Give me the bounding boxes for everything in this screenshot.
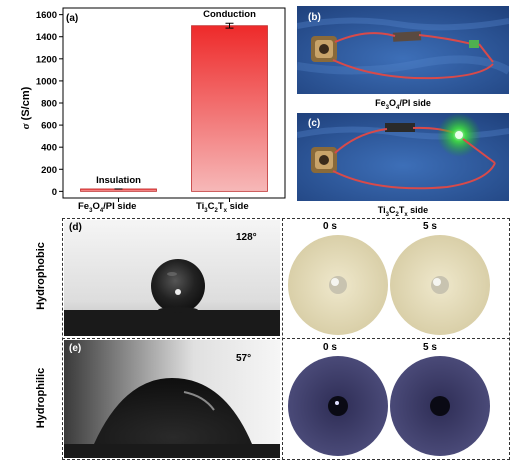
y-tick-label: 1000	[36, 76, 57, 87]
wettability-frame	[62, 218, 510, 460]
time-0s-hydrophilic: 0 s	[323, 342, 337, 353]
y-tick-label: 0	[52, 187, 57, 198]
column-divider	[282, 218, 283, 460]
photo-fe3o4-led-off	[297, 6, 509, 94]
y-tick-label: 1400	[36, 32, 57, 43]
disc-hydrophilic-5s	[390, 356, 490, 456]
disc-hydrophobic-5s	[390, 235, 490, 335]
y-tick-label: 800	[41, 99, 57, 110]
contact-angle-image-hydrophobic	[64, 220, 280, 336]
panel-b-label: (b)	[308, 12, 321, 23]
time-5s-hydrophobic: 5 s	[423, 221, 437, 232]
caption-ti3c2tx-side: Ti3C2Tx side	[377, 205, 429, 218]
panel-a-label: (a)	[66, 13, 79, 24]
bar-annotation: Conduction	[203, 9, 256, 20]
panel-e-label: (e)	[69, 343, 82, 354]
y-axis-label: σ (S/cm)	[20, 86, 32, 130]
time-5s-hydrophilic: 5 s	[423, 342, 437, 353]
contact-angle-image-hydrophilic	[64, 340, 280, 458]
bar	[191, 25, 268, 192]
row-label-hydrophobic: Hydrophobic	[35, 242, 47, 310]
row-divider	[62, 338, 510, 339]
row-label-hydrophilic: Hydrophilic	[35, 367, 47, 429]
time-0s-hydrophobic: 0 s	[323, 221, 337, 232]
conductivity-bar-chart: 0 200 400 600 800 1000 1200 1400 1600 Insulation C…	[36, 7, 286, 202]
disc-hydrophilic-0s	[288, 356, 388, 456]
y-tick-label: 400	[41, 143, 57, 154]
x-tick-label-fe3o4: Fe3O4/PI side	[78, 201, 137, 214]
y-tick-label: 1200	[36, 54, 57, 65]
photo-ti3c2tx-led-on	[297, 113, 509, 201]
panel-d-label: (d)	[69, 222, 82, 233]
y-tick-label: 1600	[36, 10, 57, 21]
caption-fe3o4-pi-side: Fe3O4/PI side	[375, 98, 431, 111]
disc-hydrophobic-0s	[288, 235, 388, 335]
panel-c-label: (c)	[308, 118, 321, 129]
y-tick-label: 600	[41, 121, 57, 132]
y-tick-label: 200	[41, 165, 57, 176]
contact-angle-hydrophobic: 128°	[236, 232, 257, 243]
bar-annotation: Insulation	[96, 175, 141, 186]
contact-angle-hydrophilic: 57°	[236, 353, 252, 364]
x-tick-label-ti3c2tx: Ti3C2Tx side	[196, 201, 249, 214]
